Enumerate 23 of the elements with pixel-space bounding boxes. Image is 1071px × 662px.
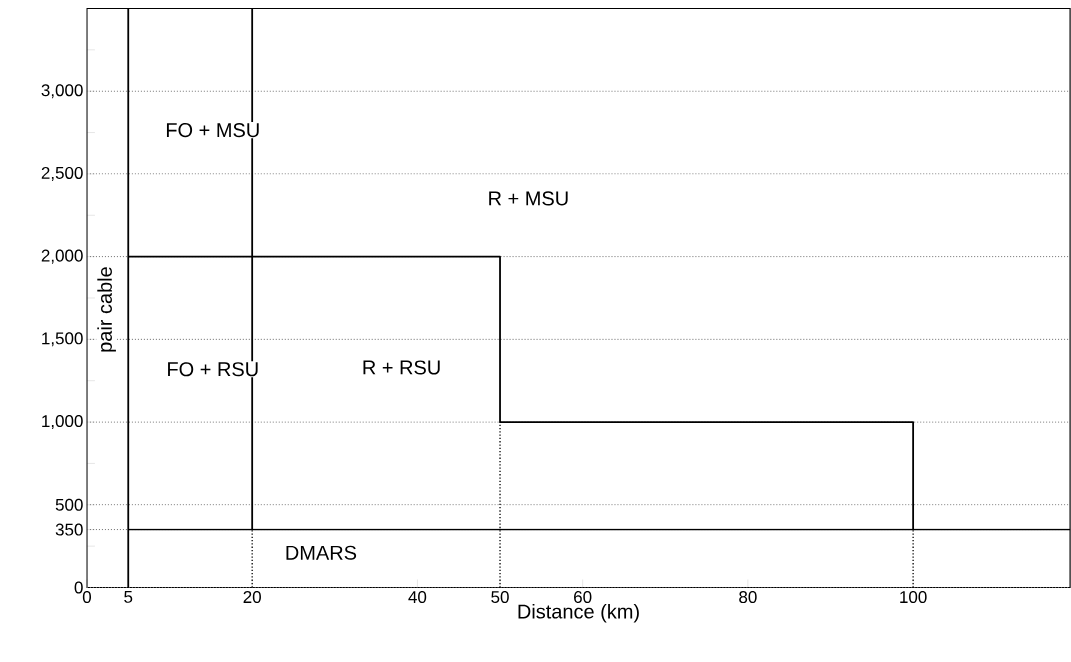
y-tick-label: 3,000	[41, 83, 83, 99]
annotation: FO + MSU	[166, 122, 259, 137]
x-axis-title: Distance (km)	[518, 603, 639, 623]
y-tick-label: 500	[55, 498, 83, 511]
x-tick-label: 100	[900, 590, 927, 603]
annotation: R + MSU	[489, 191, 568, 206]
x-tick-label: 50	[491, 590, 509, 603]
x-tick-label: 5	[124, 590, 133, 603]
x-tick-label: 80	[739, 590, 757, 603]
y-tick-label: 0	[74, 581, 83, 594]
y-tick-label: 2,500	[41, 166, 83, 181]
x-tick-label: 40	[408, 590, 427, 603]
annotation: pair cable	[97, 266, 116, 352]
y-tick-label: 2,000	[41, 249, 83, 264]
y-tick-label: 1,500	[42, 332, 83, 347]
y-tick-label: 350	[55, 523, 83, 536]
x-tick-label: 20	[243, 590, 261, 603]
annotation: DMARS	[286, 545, 357, 560]
y-tick-label: 1,000	[42, 414, 83, 429]
annotation: R + RSU	[363, 360, 440, 375]
x-tick-label: 0	[82, 590, 92, 603]
x-tick-label: 60	[574, 590, 592, 603]
annotation: FO + RSU	[168, 361, 258, 377]
